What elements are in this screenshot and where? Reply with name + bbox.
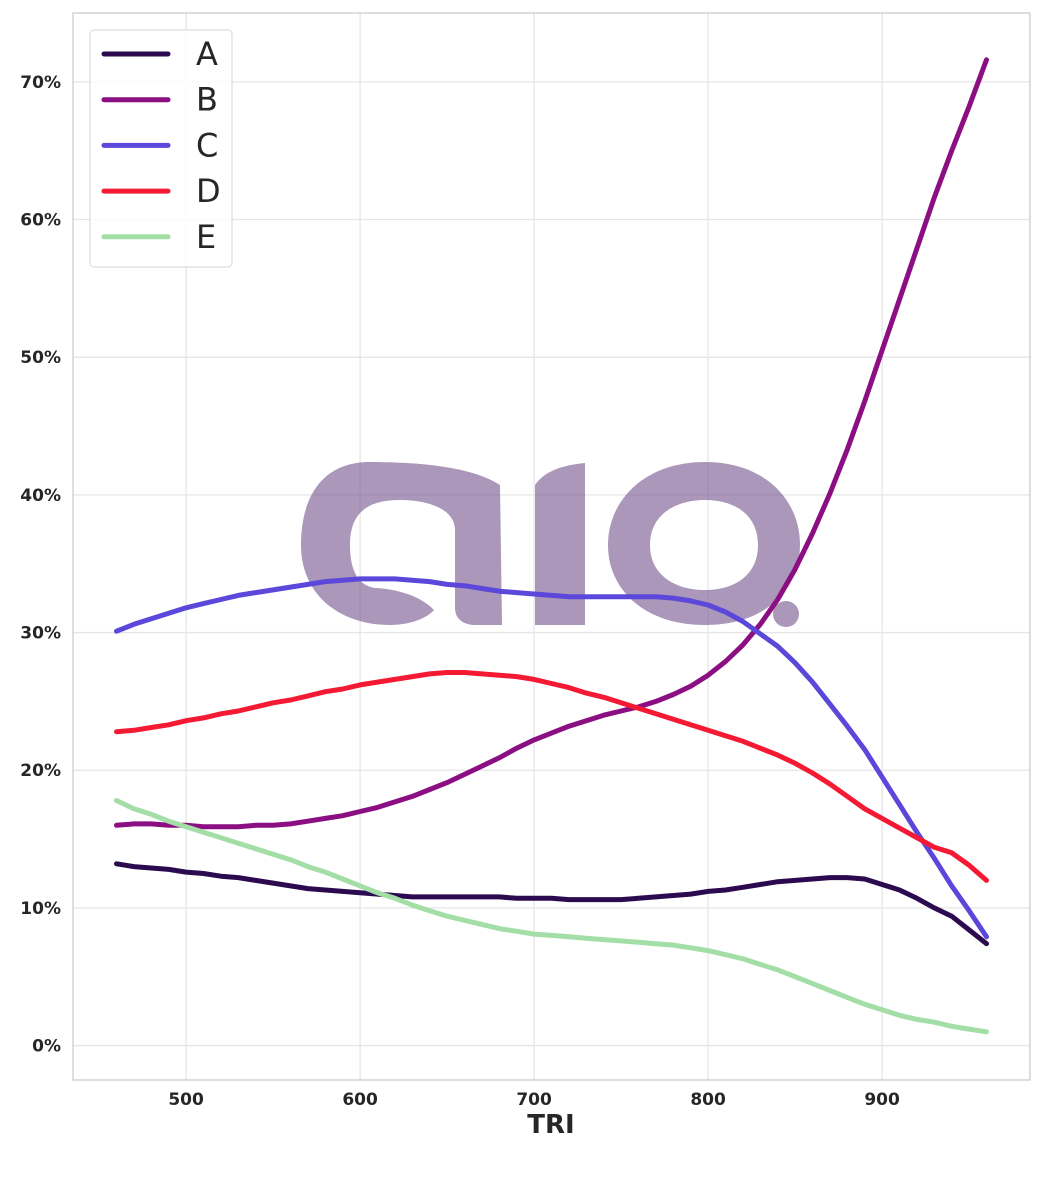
y-tick-label: 50% bbox=[20, 348, 61, 368]
legend-label-e: E bbox=[196, 218, 216, 256]
x-tick-label: 600 bbox=[342, 1090, 378, 1110]
series-line-b bbox=[114, 57, 989, 830]
legend-label-a: A bbox=[196, 35, 218, 73]
aio-watermark bbox=[301, 462, 800, 627]
x-tick-label: 800 bbox=[690, 1090, 726, 1110]
x-tick-labels: 500 600 700 800 900 bbox=[168, 1090, 900, 1110]
y-tick-labels: 0% 10% 20% 30% 40% 50% 60% 70% bbox=[20, 73, 61, 1057]
y-tick-label: 10% bbox=[20, 899, 61, 919]
legend-box bbox=[89, 29, 233, 268]
series-line-d bbox=[114, 670, 989, 883]
plot-frame bbox=[72, 12, 1031, 1081]
series-line-c bbox=[114, 576, 989, 940]
x-tick-label: 900 bbox=[864, 1090, 900, 1110]
series-lines bbox=[114, 57, 989, 1035]
y-tick-label: 0% bbox=[32, 1037, 61, 1057]
legend-label-d: D bbox=[196, 172, 221, 210]
y-tick-label: 30% bbox=[20, 624, 61, 644]
y-tick-label: 20% bbox=[20, 761, 61, 781]
y-tick-label: 60% bbox=[20, 211, 61, 231]
series-line-a bbox=[114, 861, 989, 947]
legend-label-b: B bbox=[196, 81, 218, 119]
y-tick-label: 40% bbox=[20, 486, 61, 506]
x-tick-label: 700 bbox=[516, 1090, 552, 1110]
series-line-e bbox=[114, 798, 989, 1035]
x-axis-title: TRI bbox=[527, 1110, 574, 1140]
x-tick-label: 500 bbox=[168, 1090, 204, 1110]
legend-label-c: C bbox=[196, 126, 218, 164]
y-tick-label: 70% bbox=[20, 73, 61, 93]
